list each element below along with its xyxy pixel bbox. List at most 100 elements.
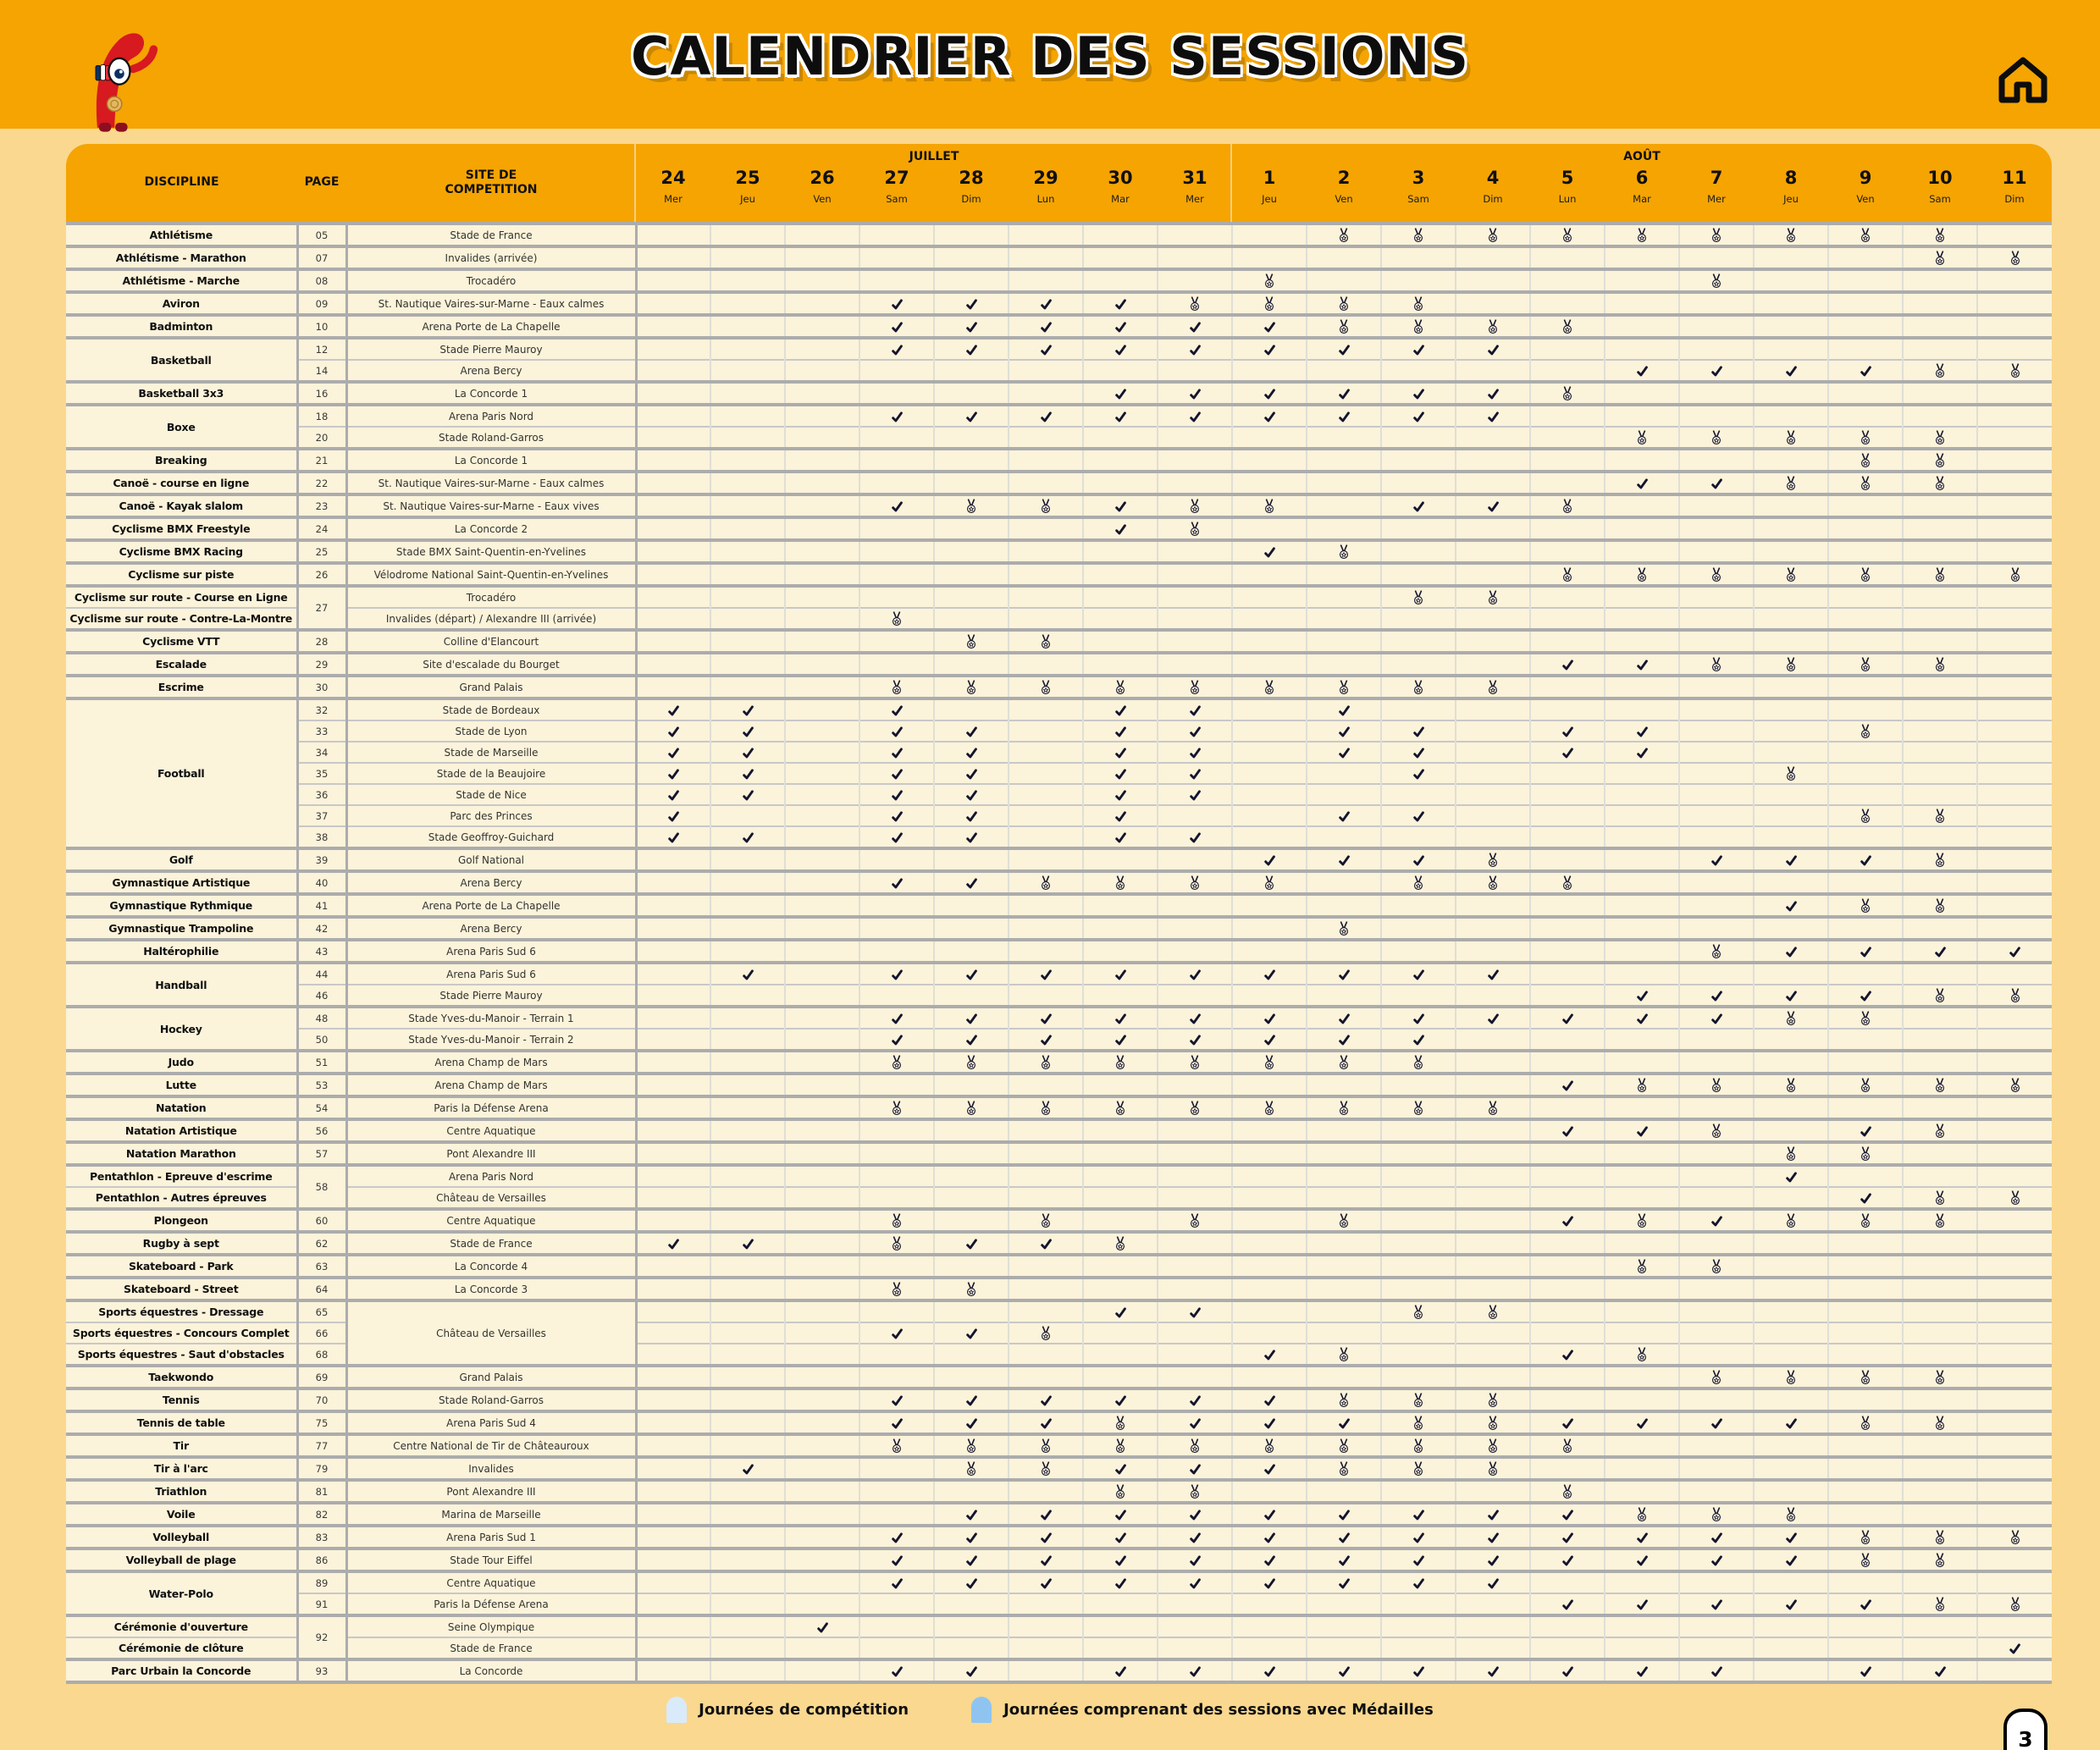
day-cell [1082, 516, 1158, 540]
day-cell [784, 290, 859, 315]
day-cell [1455, 1658, 1530, 1682]
day-cell [1380, 1276, 1456, 1300]
day-cell [1008, 1614, 1083, 1637]
day-cell [1827, 1322, 1903, 1344]
day-cell [1604, 538, 1679, 563]
day-cell [634, 628, 710, 653]
day-cell [710, 1049, 785, 1074]
check-icon [1636, 660, 1648, 671]
check-icon [742, 790, 754, 801]
day-cell [1455, 538, 1530, 563]
day-cell [1157, 1410, 1232, 1434]
day-cell [710, 1455, 785, 1480]
day-cell [710, 697, 785, 720]
check-icon [742, 832, 754, 843]
site-cell: Invalides (départ) / Alexandre III (arri… [345, 607, 636, 630]
day-cell [1157, 762, 1232, 784]
day-cell [1082, 783, 1158, 805]
check-icon [1860, 1599, 1871, 1610]
day-cell [1827, 651, 1903, 676]
medal-icon [1489, 1438, 1497, 1454]
medal-icon [1265, 296, 1274, 312]
day-cell [1604, 720, 1679, 742]
day-cell [1902, 470, 1977, 494]
day-cell [634, 336, 710, 360]
day-cell [1827, 359, 1903, 382]
day-cell [1306, 1276, 1381, 1300]
day-cell [1604, 1005, 1679, 1029]
day-cell [1157, 470, 1232, 494]
table-row: Breaking 21 La Concorde 1 [66, 447, 2052, 472]
check-icon [1561, 1350, 1573, 1361]
medal-icon [1265, 1101, 1274, 1116]
medal-icon [1265, 1438, 1274, 1454]
day-cell [1529, 915, 1605, 940]
day-cell [1306, 938, 1381, 963]
header-discipline: DISCIPLINE [144, 175, 219, 190]
discipline-cell: Skateboard - Street [66, 1276, 297, 1300]
day-cell [859, 359, 934, 382]
check-icon [1114, 1666, 1126, 1677]
day-cell [1231, 1547, 1307, 1571]
page-cell: 22 [296, 470, 346, 494]
medal-icon [1191, 1484, 1199, 1499]
header-divider-month [1230, 144, 1232, 222]
day-cell [1231, 1095, 1307, 1119]
day-cell [1231, 1186, 1307, 1209]
header-page: PAGE [304, 175, 340, 190]
day-cell [859, 892, 934, 917]
day-cell [784, 538, 859, 563]
check-icon [1338, 811, 1350, 822]
day-cell [1380, 674, 1456, 698]
day-cell [710, 1433, 785, 1457]
legend-medal: Journées comprenant des sessions avec Mé… [971, 1697, 1434, 1723]
day-cell [784, 783, 859, 805]
day-cell [1157, 651, 1232, 676]
day-cell [1380, 1163, 1456, 1187]
day-cell [1753, 1547, 1828, 1571]
day-cell [1231, 1072, 1307, 1096]
day-cell [933, 1570, 1009, 1593]
day-cell [1902, 584, 1977, 608]
day-cell [784, 1614, 859, 1637]
day-cell [1082, 1343, 1158, 1366]
day-cell [1455, 915, 1530, 940]
day-cell [933, 674, 1009, 698]
day-cell [1678, 741, 1754, 763]
day-cell [1753, 762, 1828, 784]
table-row: 36 Stade de Nice [66, 783, 2052, 805]
medal-icon [1936, 1078, 1944, 1093]
site-cell: Stade Roland-Garros [345, 1387, 636, 1411]
month-row: JUILLET AOÛT [636, 150, 2052, 165]
discipline-cell: Breaking [66, 447, 297, 472]
site-cell: Arena Paris Nord [345, 403, 636, 427]
day-cell [1306, 359, 1381, 382]
day-cell [1529, 1364, 1605, 1388]
check-icon [1263, 389, 1275, 400]
day-cell [1902, 1253, 1977, 1278]
day-cell [1827, 720, 1903, 742]
check-icon [1636, 1532, 1648, 1543]
day-cell [1604, 245, 1679, 269]
check-icon [1785, 1418, 1797, 1429]
page-cell: 10 [296, 313, 346, 338]
day-cell [1306, 1140, 1381, 1165]
day-cell [1678, 847, 1754, 871]
check-icon [1189, 1307, 1201, 1318]
home-button[interactable] [1995, 52, 2051, 107]
day-cell [1231, 561, 1307, 586]
day-cell [1455, 607, 1530, 630]
day-cell [1976, 1095, 2052, 1119]
medal-icon [892, 1213, 901, 1228]
day-cell [1753, 1005, 1828, 1029]
table-row: Sports équestres - Dressage 65 Château de … [66, 1299, 2052, 1366]
check-icon [1189, 969, 1201, 980]
table-row: Tennis de table 75 Arena Paris Sud 4 [66, 1410, 2052, 1434]
day-cell [1306, 584, 1381, 608]
check-icon [1487, 1666, 1499, 1677]
day-cell [1976, 869, 2052, 894]
day-cell [1380, 538, 1456, 563]
day-cell [634, 1230, 710, 1255]
table-row: Natation 54 Paris la Défense Arena [66, 1095, 2052, 1119]
check-icon [1561, 1555, 1573, 1566]
